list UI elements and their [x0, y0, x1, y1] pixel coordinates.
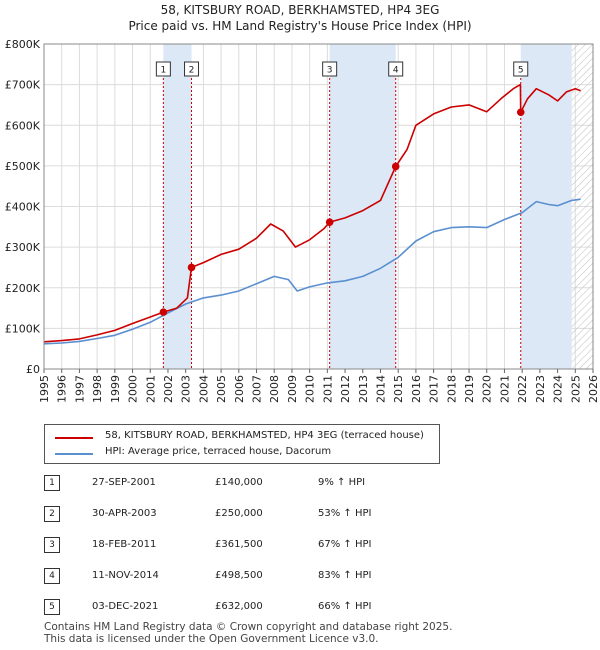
legend-price-label: 58, KITSBURY ROAD, BERKHAMSTED, HP4 3EG …	[105, 430, 424, 441]
transaction-hpi: 67% ↑ HPI	[318, 539, 372, 550]
sale-point	[159, 308, 168, 316]
x-tick-label: 2020	[481, 375, 494, 403]
transaction-price: £498,500	[215, 570, 263, 581]
ownership-span	[163, 44, 192, 369]
x-tick-label: 2003	[180, 375, 193, 403]
plot-frame	[43, 43, 594, 370]
x-tick-label: 2018	[445, 375, 458, 403]
x-tick-label: 2002	[162, 375, 175, 403]
x-tick-label: 2014	[374, 375, 387, 403]
hpi-line	[43, 198, 581, 345]
x-tick-label: 2016	[410, 375, 423, 403]
transaction-number: 4	[44, 568, 60, 584]
x-tick-label: 2008	[268, 375, 281, 403]
legend: 58, KITSBURY ROAD, BERKHAMSTED, HP4 3EG …	[44, 424, 440, 464]
y-tick-label: £200K	[5, 282, 41, 295]
sale-point	[187, 263, 196, 272]
sale-label: 1	[160, 66, 166, 76]
sale-label-box	[155, 61, 171, 77]
sale-label-box	[322, 61, 338, 77]
y-tick-label: £700K	[5, 79, 41, 92]
transaction-price: £140,000	[215, 477, 263, 488]
x-tick-label: 2021	[498, 375, 511, 403]
x-tick-label: 1999	[109, 375, 122, 403]
x-tick-label: 2005	[215, 375, 228, 403]
footer-licence: This data is licensed under the Open Gov…	[44, 633, 379, 645]
legend-hpi-label: HPI: Average price, terraced house, Daco…	[105, 446, 332, 457]
legend-price-swatch	[55, 437, 93, 439]
transaction-hpi: 9% ↑ HPI	[318, 477, 366, 488]
transaction-price: £632,000	[215, 601, 263, 612]
sale-point	[325, 218, 334, 226]
x-tick-label: 2004	[197, 375, 210, 403]
y-tick-label: £500K	[5, 160, 41, 173]
transaction-hpi: 66% ↑ HPI	[318, 601, 372, 612]
chart-subtitle: Price paid vs. HM Land Registry's House …	[128, 19, 472, 33]
transaction-number: 3	[44, 537, 60, 553]
x-tick-label: 2022	[516, 375, 529, 403]
transaction-number: 2	[44, 506, 60, 522]
x-tick-label: 2013	[357, 375, 370, 403]
price-chart: 1 2 3 4 5 £0 £100K £200K £300K £400K £500K £600K £7…	[5, 38, 600, 403]
x-tick-label: 2006	[233, 375, 246, 403]
y-tick-label: £100K	[5, 322, 41, 335]
table-row: 2 30-APR-2003 £250,000 53% ↑ HPI	[0, 504, 600, 524]
x-tick-label: 2007	[251, 375, 264, 403]
x-tick-label: 2023	[534, 375, 547, 403]
x-tick-label: 2025	[569, 375, 582, 403]
footer-copyright: Contains HM Land Registry data © Crown c…	[44, 621, 453, 633]
x-tick-label: 2024	[552, 375, 565, 403]
transaction-date: 27-SEP-2001	[92, 477, 156, 488]
x-tick-label: 2026	[587, 375, 600, 403]
table-row: 5 03-DEC-2021 £632,000 66% ↑ HPI	[0, 597, 600, 617]
sale-label: 5	[518, 66, 524, 76]
y-tick-label: £400K	[5, 201, 41, 214]
x-tick-label: 2009	[286, 375, 299, 403]
table-row: 4 11-NOV-2014 £498,500 83% ↑ HPI	[0, 566, 600, 586]
transaction-date: 03-DEC-2021	[92, 601, 159, 612]
sale-label: 3	[327, 66, 333, 76]
table-row: 1 27-SEP-2001 £140,000 9% ↑ HPI	[0, 473, 600, 493]
transaction-hpi: 53% ↑ HPI	[318, 508, 372, 519]
sale-point	[391, 162, 400, 171]
sale-label-box	[184, 61, 200, 77]
legend-hpi-swatch	[55, 453, 93, 455]
x-tick-label: 1995	[38, 375, 51, 403]
sale-label: 2	[189, 66, 195, 76]
y-tick-label: £600K	[5, 119, 41, 132]
transaction-number: 1	[44, 475, 60, 491]
y-tick-label: £300K	[5, 241, 41, 254]
x-tick-label: 2011	[321, 375, 334, 403]
x-tick-label: 1998	[91, 375, 104, 403]
sale-label-box	[388, 61, 404, 77]
y-tick-label: £800K	[5, 38, 41, 51]
chart-title: 58, KITSBURY ROAD, BERKHAMSTED, HP4 3EG	[160, 3, 440, 17]
y-tick-label: £0	[26, 363, 40, 376]
x-tick-label: 2010	[304, 375, 317, 403]
transaction-hpi: 83% ↑ HPI	[318, 570, 372, 581]
x-tick-label: 2019	[463, 375, 476, 403]
x-tick-label: 2012	[339, 375, 352, 403]
transaction-date: 18-FEB-2011	[92, 539, 157, 550]
ownership-span	[329, 44, 396, 369]
transaction-date: 11-NOV-2014	[92, 570, 159, 581]
sale-label: 4	[393, 66, 399, 76]
transaction-number: 5	[44, 599, 60, 615]
x-tick-label: 2017	[428, 375, 441, 403]
transaction-date: 30-APR-2003	[92, 508, 157, 519]
transaction-price: £361,500	[215, 539, 263, 550]
x-tick-label: 2001	[144, 375, 157, 403]
forecast-hatch	[571, 44, 593, 369]
x-tick-label: 1997	[73, 375, 86, 403]
transaction-price: £250,000	[215, 508, 263, 519]
x-tick-label: 1996	[56, 375, 69, 403]
table-row: 3 18-FEB-2011 £361,500 67% ↑ HPI	[0, 535, 600, 555]
x-tick-label: 2015	[392, 375, 405, 403]
x-tick-label: 2000	[127, 375, 140, 403]
sale-point	[516, 108, 525, 117]
sale-label-box	[513, 61, 529, 77]
